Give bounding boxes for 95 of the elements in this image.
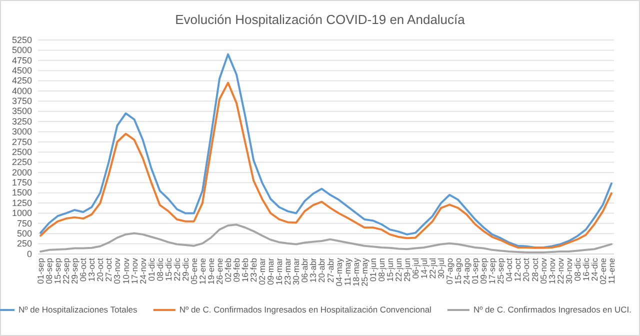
x-tick-label: 08-sep	[44, 258, 54, 284]
x-tick-label: 20-abr	[316, 258, 327, 283]
x-tick-label: 16-mar	[274, 258, 284, 285]
x-tick-label: 22-dic	[172, 257, 182, 282]
x-tick-label: 26-ene	[214, 258, 224, 284]
x-tick-label: 08-jun	[376, 258, 386, 282]
x-tick-label: 16-dic	[580, 257, 591, 282]
x-tick-label: 09-feb	[232, 258, 242, 282]
x-tick-label: 22-nov	[555, 257, 566, 284]
x-tick-label: 17-nov	[129, 257, 140, 284]
x-tick-label: 13-oct	[86, 257, 97, 282]
y-tick-label: 4250	[12, 76, 32, 86]
x-tick-label: 30-mar	[291, 258, 302, 285]
y-tick-label: 1250	[12, 198, 32, 208]
x-tick-label: 13-nov	[546, 257, 557, 284]
x-tick-label: 07-ago	[444, 258, 455, 284]
y-tick-label: 4500	[12, 65, 32, 76]
x-tick-label: 24-dic	[589, 257, 600, 282]
x-tick-label: 22-jun	[393, 258, 404, 282]
x-tick-label: 02-ene	[598, 258, 608, 284]
x-tick-label: 01-jun	[368, 258, 378, 282]
x-tick-label: 13-abr	[308, 258, 318, 283]
x-tick-label: 09-mar	[266, 258, 276, 285]
y-tick-label: 1750	[12, 178, 32, 188]
y-tick-label: 2750	[12, 136, 32, 147]
y-tick-label: 5000	[12, 45, 32, 56]
y-tick-label: 3250	[12, 116, 32, 126]
line-series	[40, 224, 612, 254]
x-tick-label: 11-may	[342, 257, 352, 286]
x-tick-label: 17-sep	[487, 258, 498, 284]
x-tick-label: 10-nov	[120, 257, 131, 284]
x-tick-label: 22-sep	[61, 258, 72, 284]
y-tick-label: 1500	[12, 188, 32, 198]
x-tick-label: 20-oct	[521, 257, 532, 282]
x-tick-label: 09-sep	[478, 258, 489, 284]
x-tick-label: 05-ene	[188, 258, 199, 284]
x-tick-label: 22-jul	[428, 258, 438, 279]
x-tick-label: 14-jul	[418, 258, 429, 279]
y-tick-label: 250	[16, 238, 32, 249]
y-tick-label: 3750	[12, 96, 32, 106]
y-tick-label: 0	[26, 248, 32, 259]
x-tick-label: 15-jun	[384, 258, 395, 282]
y-tick-label: 500	[16, 228, 32, 238]
x-tick-label: 24-ago	[462, 258, 472, 284]
x-tick-label: 30-nov	[564, 257, 574, 284]
x-tick-label: 12-ene	[197, 258, 208, 284]
x-tick-label: 15-dic	[163, 257, 174, 282]
x-tick-label: 15-sep	[52, 258, 63, 284]
x-tick-label: 01-dic	[146, 257, 156, 282]
x-tick-label: 20-oct	[95, 257, 106, 282]
x-tick-label: 15-ago	[453, 258, 464, 284]
x-tick-label: 11-ene	[606, 258, 616, 284]
x-tick-label: 16-feb	[240, 258, 250, 282]
y-tick-label: 5250	[12, 34, 32, 45]
y-tick-label: 750	[16, 218, 32, 228]
y-tick-label: 2250	[12, 157, 32, 168]
x-tick-label: 02-feb	[223, 258, 234, 282]
x-tick-label: 04-may	[334, 257, 344, 286]
x-tick-label: 01-sep	[36, 258, 46, 284]
x-tick-label: 30-jul	[436, 258, 446, 279]
legend-label: Nº de Hospitalizaciones Totales	[18, 304, 138, 315]
x-tick-label: 02-mar	[257, 258, 268, 285]
x-tick-label: 23-mar	[282, 258, 293, 285]
y-tick-label: 4000	[12, 86, 32, 96]
x-tick-label: 29-dic	[180, 257, 190, 282]
x-tick-label: 06-oct	[78, 257, 88, 282]
x-tick-label: 27-abr	[325, 258, 336, 283]
y-tick-label: 1000	[12, 208, 32, 218]
x-tick-label: 24-nov	[138, 257, 148, 284]
y-tick-label: 2000	[12, 167, 32, 178]
chart-title: Evolución Hospitalización COVID-19 en Andalucía	[175, 12, 466, 27]
x-tick-label: 05-nov	[538, 257, 548, 284]
x-tick-label: 27-oct	[104, 257, 114, 282]
x-tick-label: 01-sep	[470, 258, 480, 284]
x-tick-label: 08-dic	[572, 257, 582, 282]
x-tick-label: 03-nov	[112, 257, 122, 284]
x-tick-label: 06-abr	[300, 258, 310, 283]
y-tick-label: 3000	[12, 126, 32, 137]
x-tick-label: 25-sep	[496, 258, 506, 284]
x-tick-label: 08-dic	[154, 257, 165, 282]
x-tick-label: 29-jun	[402, 258, 412, 282]
x-tick-label: 04-oct	[504, 257, 514, 282]
x-tick-label: 12-oct	[512, 257, 523, 282]
x-tick-label: 28-oct	[530, 257, 540, 282]
y-tick-label: 2500	[12, 146, 32, 157]
x-tick-label: 25-may	[359, 257, 370, 286]
y-tick-label: 4750	[12, 55, 32, 66]
legend-label: Nº de C. Confirmados Ingresados en Hospitalización Convencional	[179, 304, 432, 315]
x-tick-label: 06-jul	[410, 258, 420, 279]
x-tick-label: 23-feb	[248, 258, 259, 282]
x-tick-label: 29-sep	[70, 258, 80, 284]
x-tick-label: 19-ene	[206, 258, 216, 284]
legend-label: Nº de C. Confirmados Ingresados en UCI.	[473, 304, 632, 315]
x-tick-label: 18-may	[350, 257, 361, 286]
y-tick-label: 3500	[12, 106, 32, 116]
